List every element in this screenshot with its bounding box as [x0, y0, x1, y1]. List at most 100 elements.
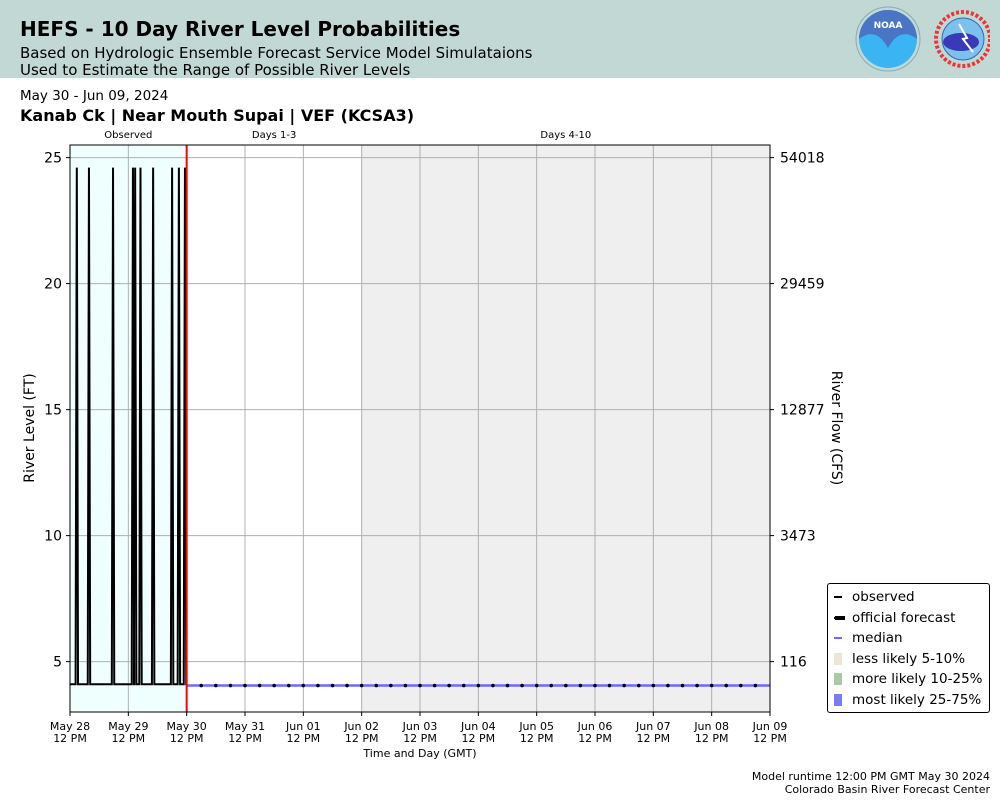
- y-right-tick-label: 29459: [780, 277, 825, 293]
- noaa-logo: NOAA: [855, 6, 921, 72]
- forecast-point: [257, 683, 262, 688]
- legend-item: most likely 25-75%: [834, 690, 981, 710]
- x-tick-label: Jun 07: [635, 720, 671, 733]
- x-tick-label: 12 PM: [345, 732, 379, 745]
- x-tick-label: May 30: [167, 720, 207, 733]
- legend-swatch: [834, 616, 842, 619]
- forecast-point: [286, 683, 291, 688]
- legend-item: official forecast: [834, 608, 955, 628]
- forecast-point: [432, 683, 437, 688]
- forecast-point: [593, 683, 597, 688]
- x-tick-label: Jun 08: [693, 720, 729, 733]
- forecast-point: [359, 683, 364, 688]
- x-tick-label: Jun 02: [343, 720, 379, 733]
- date-range: May 30 - Jun 09, 2024: [20, 88, 169, 104]
- legend-label: observed: [852, 589, 915, 605]
- legend-swatch: [834, 596, 842, 598]
- x-tick-label: 12 PM: [695, 732, 729, 745]
- legend-item: median: [834, 628, 903, 648]
- forecast-point: [476, 683, 481, 688]
- x-tick-label: 12 PM: [462, 732, 496, 745]
- forecast-point: [330, 683, 335, 688]
- forecast-point: [695, 683, 699, 688]
- forecast-point: [520, 683, 524, 688]
- y-right-tick-label: 54018: [780, 151, 825, 167]
- y-right-tick-label: 3473: [780, 529, 816, 545]
- forecast-point: [680, 683, 685, 688]
- forecast-point: [534, 683, 539, 688]
- legend-swatch: [834, 693, 842, 706]
- forecast-point: [272, 683, 276, 688]
- y-tick-label: 5: [53, 655, 62, 671]
- forecast-point: [622, 683, 626, 688]
- region-label: Observed: [104, 130, 152, 141]
- forecast-point: [753, 683, 758, 688]
- region-label: Days 4-10: [540, 130, 591, 141]
- forecast-point: [447, 683, 451, 688]
- chart-legend: observed official forecast median less like…: [827, 583, 990, 713]
- x-tick-label: 12 PM: [520, 732, 554, 745]
- forecast-point: [724, 683, 729, 688]
- x-tick-label: 12 PM: [170, 732, 204, 745]
- observed-line: [70, 167, 188, 686]
- x-tick-label: 12 PM: [578, 732, 612, 745]
- region-label: Days 1-3: [252, 130, 296, 141]
- x-tick-label: Jun 03: [402, 720, 438, 733]
- forecast-point: [243, 683, 247, 688]
- legend-swatch: [834, 673, 842, 685]
- x-tick-label: Jun 04: [460, 720, 496, 733]
- plot-frame: [69, 144, 771, 713]
- legend-label: more likely 10-25%: [852, 671, 983, 687]
- page-title: HEFS - 10 Day River Level Probabilities: [20, 17, 461, 41]
- x-tick-label: 12 PM: [53, 732, 87, 745]
- subtitle: Based on Hydrologic Ensemble Forecast Se…: [20, 44, 533, 62]
- x-axis-label: Time and Day (GMT): [362, 747, 476, 760]
- legend-label: less likely 5-10%: [852, 650, 966, 667]
- forecast-point: [491, 683, 495, 688]
- y-right-tick-label: 12877: [780, 403, 825, 419]
- header-banner: HEFS - 10 Day River Level Probabilities …: [0, 0, 1000, 79]
- y-axis-label-right: River Flow (CFS): [828, 371, 844, 486]
- location-title: Kanab Ck | Near Mouth Supai | VEF (KCSA3…: [20, 106, 415, 125]
- forecast-point: [636, 683, 641, 688]
- forecast-point: [461, 683, 466, 688]
- forecast-point: [564, 683, 568, 688]
- forecast-point: [709, 683, 714, 688]
- forecast-point: [316, 683, 320, 688]
- legend-swatch: [834, 652, 842, 665]
- y-tick-label: 10: [44, 529, 62, 545]
- subtitle-2: Used to Estimate the Range of Possible R…: [20, 61, 411, 79]
- x-tick-label: May 29: [108, 720, 148, 733]
- forecast-point: [301, 683, 306, 688]
- forecast-point: [214, 683, 218, 688]
- forecast-point: [389, 683, 393, 688]
- x-tick-label: 12 PM: [753, 732, 787, 745]
- x-tick-label: May 31: [225, 720, 265, 733]
- y-tick-label: 20: [44, 277, 62, 293]
- legend-item: observed: [834, 587, 915, 607]
- agency-logos: NOAA: [855, 6, 990, 72]
- svg-text:NOAA: NOAA: [874, 21, 903, 31]
- forecast-point: [739, 683, 743, 688]
- forecast-point: [578, 683, 583, 688]
- x-tick-label: 12 PM: [403, 732, 437, 745]
- x-tick-label: Jun 01: [285, 720, 321, 733]
- forecast-point: [651, 683, 656, 688]
- forecast-point: [666, 683, 670, 688]
- legend-label: official forecast: [852, 609, 956, 626]
- forecast-point: [403, 683, 408, 688]
- forecast-point: [505, 683, 510, 688]
- legend-label: median: [852, 630, 903, 646]
- forecast-point: [345, 683, 349, 688]
- y-axis-label: River Level (FT): [22, 373, 38, 482]
- forecast-point: [199, 683, 204, 688]
- forecast-point: [607, 683, 612, 688]
- x-tick-label: Jun 09: [752, 720, 788, 733]
- y-right-tick-label: 116: [780, 655, 807, 671]
- legend-label: most likely 25-75%: [852, 691, 982, 708]
- x-tick-label: Jun 06: [577, 720, 613, 733]
- legend-item: more likely 10-25%: [834, 669, 983, 689]
- y-tick-label: 15: [44, 403, 62, 419]
- forecast-point: [549, 683, 554, 688]
